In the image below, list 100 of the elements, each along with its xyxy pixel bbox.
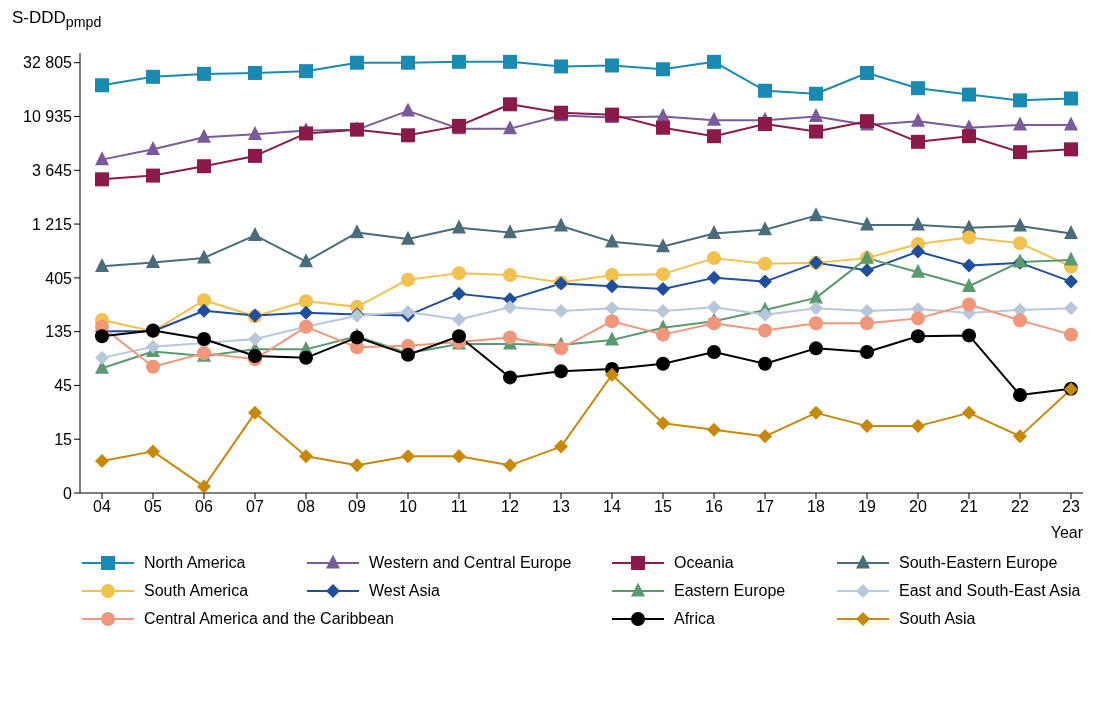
point: [452, 312, 466, 327]
x-tick-label: 22: [1011, 498, 1029, 516]
point: [401, 304, 415, 319]
point: [758, 256, 772, 271]
point: [452, 286, 466, 301]
point: [452, 54, 466, 69]
x-tick-label: 14: [603, 498, 621, 516]
point: [707, 129, 721, 144]
legend-label: Eastern Europe: [674, 582, 786, 600]
legend-label: Africa: [674, 610, 715, 628]
point: [860, 216, 874, 231]
point: [860, 419, 874, 434]
point: [911, 311, 925, 326]
point: [95, 257, 109, 272]
point: [503, 120, 517, 135]
point: [911, 329, 925, 344]
y-tick-label: 135: [45, 323, 73, 341]
point: [95, 454, 109, 469]
y-tick-label: 10 935: [23, 108, 73, 126]
point: [962, 230, 976, 245]
point: [656, 303, 670, 318]
point: [656, 356, 670, 371]
point: [146, 359, 160, 374]
point: [503, 300, 517, 315]
point: [401, 102, 415, 117]
point: [809, 301, 823, 316]
point: [1064, 327, 1078, 342]
x-tick-label: 15: [654, 498, 672, 516]
point: [707, 251, 721, 266]
x-tick-label: 18: [807, 498, 825, 516]
x-tick-label: 17: [756, 498, 774, 516]
point: [809, 124, 823, 139]
x-tick-label: 21: [960, 498, 978, 516]
point: [146, 444, 160, 459]
point: [809, 405, 823, 420]
point: [758, 356, 772, 371]
legend-label: Oceania: [674, 554, 734, 572]
point: [707, 316, 721, 331]
legend-label: South Asia: [899, 610, 976, 628]
point: [197, 293, 211, 308]
point: [401, 449, 415, 464]
point: [299, 126, 313, 141]
point: [605, 331, 619, 346]
point: [452, 329, 466, 344]
point: [656, 62, 670, 77]
point: [452, 449, 466, 464]
point: [605, 301, 619, 316]
point: [1013, 388, 1027, 403]
point: [1064, 91, 1078, 106]
legend-label: East and South-East Asia: [899, 582, 1081, 600]
point: [401, 272, 415, 287]
legend-label: North America: [144, 554, 246, 572]
point: [707, 270, 721, 285]
point: [605, 279, 619, 294]
legend-label: West Asia: [369, 582, 440, 600]
point: [758, 83, 772, 98]
legend-label: South-Eastern Europe: [899, 554, 1058, 572]
point: [911, 244, 925, 259]
point: [962, 405, 976, 420]
point: [809, 108, 823, 123]
point: [95, 172, 109, 187]
x-tick-label: 05: [144, 498, 162, 516]
point: [1013, 145, 1027, 160]
point: [962, 258, 976, 273]
point: [299, 449, 313, 464]
point: [1013, 116, 1027, 131]
point: [962, 328, 976, 343]
point: [452, 219, 466, 234]
point: [248, 65, 262, 80]
point: [554, 364, 568, 379]
point: [860, 65, 874, 80]
point: [656, 238, 670, 253]
point: [656, 120, 670, 135]
x-tick-label: 10: [399, 498, 417, 516]
point: [197, 159, 211, 174]
point: [707, 225, 721, 240]
point: [1064, 225, 1078, 240]
point: [503, 97, 517, 112]
point: [605, 233, 619, 248]
x-tick-label: 13: [552, 498, 570, 516]
point: [758, 307, 772, 322]
point: [860, 345, 874, 360]
point: [503, 224, 517, 239]
point: [248, 125, 262, 140]
x-tick-label: 19: [858, 498, 876, 516]
point: [809, 316, 823, 331]
point: [809, 207, 823, 222]
point: [860, 316, 874, 331]
point: [1013, 429, 1027, 444]
point: [146, 69, 160, 84]
point: [656, 327, 670, 342]
x-tick-label: 11: [450, 498, 468, 516]
legend-label: Central America and the Caribbean: [144, 610, 394, 628]
point: [554, 217, 568, 232]
point: [707, 111, 721, 126]
point: [605, 58, 619, 73]
point: [248, 226, 262, 241]
point: [911, 419, 925, 434]
x-tick-label: 06: [195, 498, 213, 516]
point: [95, 151, 109, 166]
